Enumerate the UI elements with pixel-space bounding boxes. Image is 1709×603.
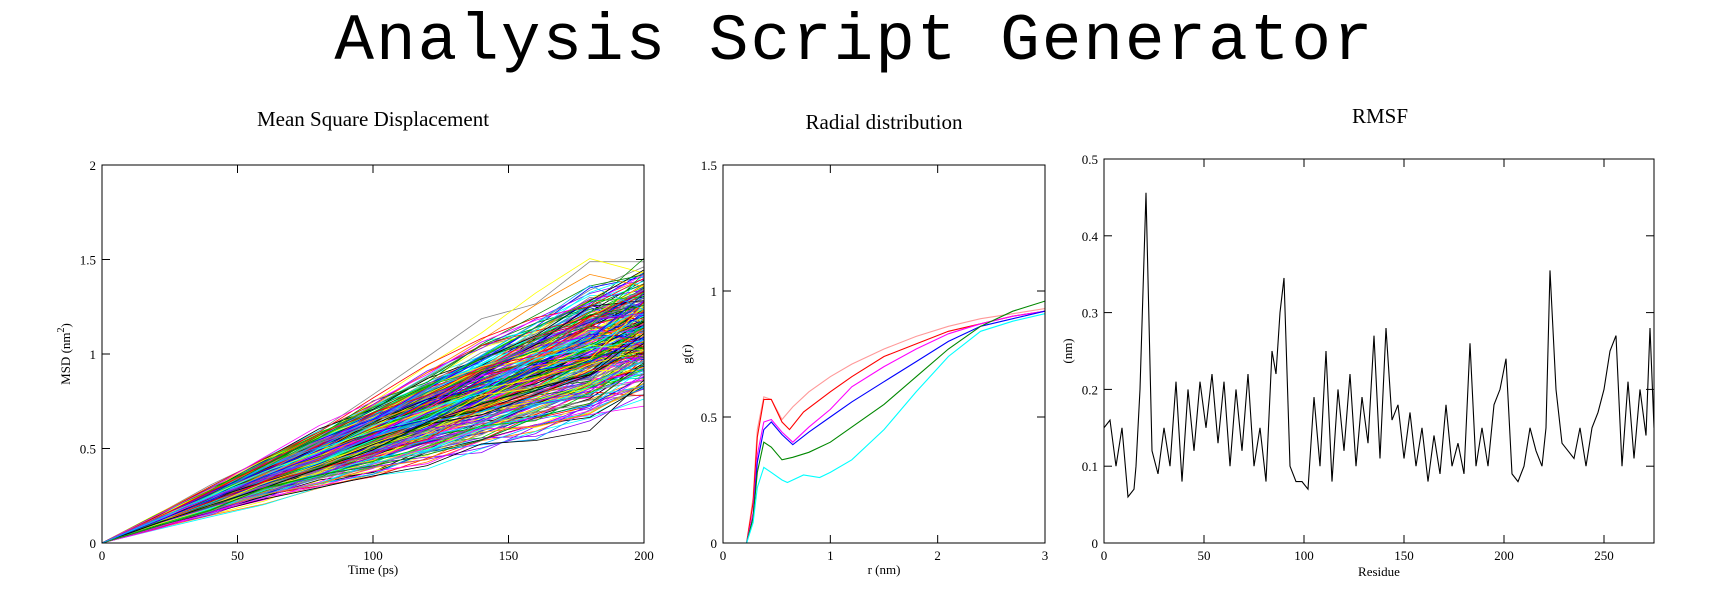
msd-chart-title: Mean Square Displacement — [257, 107, 489, 131]
rmsf-y-tick-label: 0 — [1092, 536, 1099, 551]
msd-y-tick-label: 0 — [90, 536, 97, 551]
rdf-series-line — [746, 313, 1045, 543]
rmsf-x-tick-label: 250 — [1594, 548, 1614, 563]
rmsf-ticks: 0 50 100 150 200 250 0 0.1 0.2 0.3 0.4 0.5 — [1082, 152, 1654, 563]
rmsf-x-tick-label: 150 — [1394, 548, 1414, 563]
msd-series-line — [102, 336, 644, 543]
msd-series-line — [102, 368, 644, 543]
rmsf-x-tick-label: 0 — [1101, 548, 1108, 563]
msd-y-label-close: ) — [58, 323, 73, 327]
rdf-ticks: 0 1 2 3 0 0.5 1 1.5 — [701, 158, 1049, 563]
msd-y-label-sup: 2 — [56, 327, 67, 332]
rmsf-plot-frame — [1103, 158, 1655, 544]
rdf-x-tick-label: 3 — [1042, 548, 1049, 563]
rmsf-y-tick-label: 0.3 — [1082, 306, 1098, 321]
rdf-y-tick-label: 0 — [711, 536, 718, 551]
msd-x-tick-label: 50 — [231, 548, 244, 563]
rdf-series-line — [746, 310, 1045, 543]
msd-y-tick-label: 0.5 — [80, 442, 96, 457]
rmsf-y-tick-label: 0.2 — [1082, 382, 1098, 397]
msd-series-line — [102, 375, 644, 543]
rmsf-chart: RMSF 0 50 100 150 200 250 0 0.1 0.2 0.3 0.4 0.5 Res… — [1060, 104, 1655, 579]
msd-series-line — [102, 332, 644, 543]
rmsf-y-tick-label: 0.1 — [1082, 459, 1098, 474]
rmsf-x-axis-label: Residue — [1358, 564, 1400, 579]
msd-ticks: 0 50 100 150 200 0 0.5 1 1.5 2 — [80, 158, 654, 563]
msd-x-tick-label: 100 — [363, 548, 383, 563]
rdf-x-tick-label: 1 — [827, 548, 834, 563]
msd-series-line — [102, 379, 644, 543]
rdf-x-tick-label: 2 — [934, 548, 941, 563]
rdf-chart: Radial distribution 0 1 2 300.511.5 r (nm) … — [679, 110, 1048, 577]
msd-x-tick-label: 200 — [634, 548, 654, 563]
msd-series-line — [102, 315, 644, 543]
msd-series-lines — [102, 258, 644, 543]
rmsf-series-line — [1104, 192, 1654, 499]
msd-x-axis-label: Time (ps) — [348, 562, 398, 577]
msd-series-line — [102, 272, 644, 543]
msd-y-label-main: MSD (nm — [58, 332, 73, 384]
rmsf-x-tick-label: 50 — [1198, 548, 1211, 563]
msd-series-line — [102, 284, 644, 543]
rmsf-y-axis-label: (nm) — [1060, 338, 1075, 363]
msd-y-tick-label: 2 — [90, 158, 97, 173]
rdf-x-axis-label: r (nm) — [868, 562, 901, 577]
msd-series-line — [102, 343, 644, 543]
msd-series-line — [102, 291, 644, 543]
msd-series-line — [102, 273, 644, 543]
rdf-series-line — [746, 300, 1045, 543]
page-title: Analysis Script Generator — [334, 4, 1375, 79]
msd-series-line — [102, 274, 644, 543]
rmsf-y-tick-label: 0.5 — [1082, 152, 1098, 167]
rmsf-series-lines — [1104, 192, 1654, 499]
rdf-y-tick-label: 0.5 — [701, 410, 717, 425]
rdf-series-line — [746, 310, 1045, 543]
rdf-series-line — [746, 310, 1045, 543]
rmsf-x-tick-label: 100 — [1294, 548, 1314, 563]
msd-y-tick-label: 1.5 — [80, 253, 96, 268]
rdf-series-line — [746, 308, 1045, 543]
rmsf-x-tick-label: 200 — [1494, 548, 1514, 563]
msd-series-line — [102, 352, 644, 543]
msd-series-line — [102, 277, 644, 543]
rdf-chart-title: Radial distribution — [806, 110, 963, 134]
msd-series-line — [102, 344, 644, 543]
rdf-series-lines — [746, 300, 1045, 543]
msd-series-line — [102, 333, 644, 543]
msd-series-line — [102, 346, 644, 543]
msd-y-tick-label: 1 — [90, 347, 97, 362]
msd-chart: Mean Square Displacement 0 50 100 150 200 0 0.… — [56, 107, 654, 577]
msd-series-line — [102, 351, 644, 543]
rdf-y-tick-label: 1.5 — [701, 158, 717, 173]
rmsf-y-tick-label: 0.4 — [1082, 229, 1099, 244]
rdf-y-axis-label: g(r) — [679, 344, 694, 364]
rmsf-chart-title: RMSF — [1352, 104, 1408, 128]
msd-series-line — [102, 312, 644, 543]
rdf-plot-frame — [722, 164, 1046, 544]
msd-x-tick-label: 150 — [499, 548, 519, 563]
rdf-y-tick-label: 1 — [711, 284, 718, 299]
msd-y-axis-label: MSD (nm2) — [56, 323, 73, 385]
msd-series-line — [102, 363, 644, 543]
msd-x-tick-label: 0 — [99, 548, 106, 563]
rdf-x-tick-label: 0 — [720, 548, 727, 563]
